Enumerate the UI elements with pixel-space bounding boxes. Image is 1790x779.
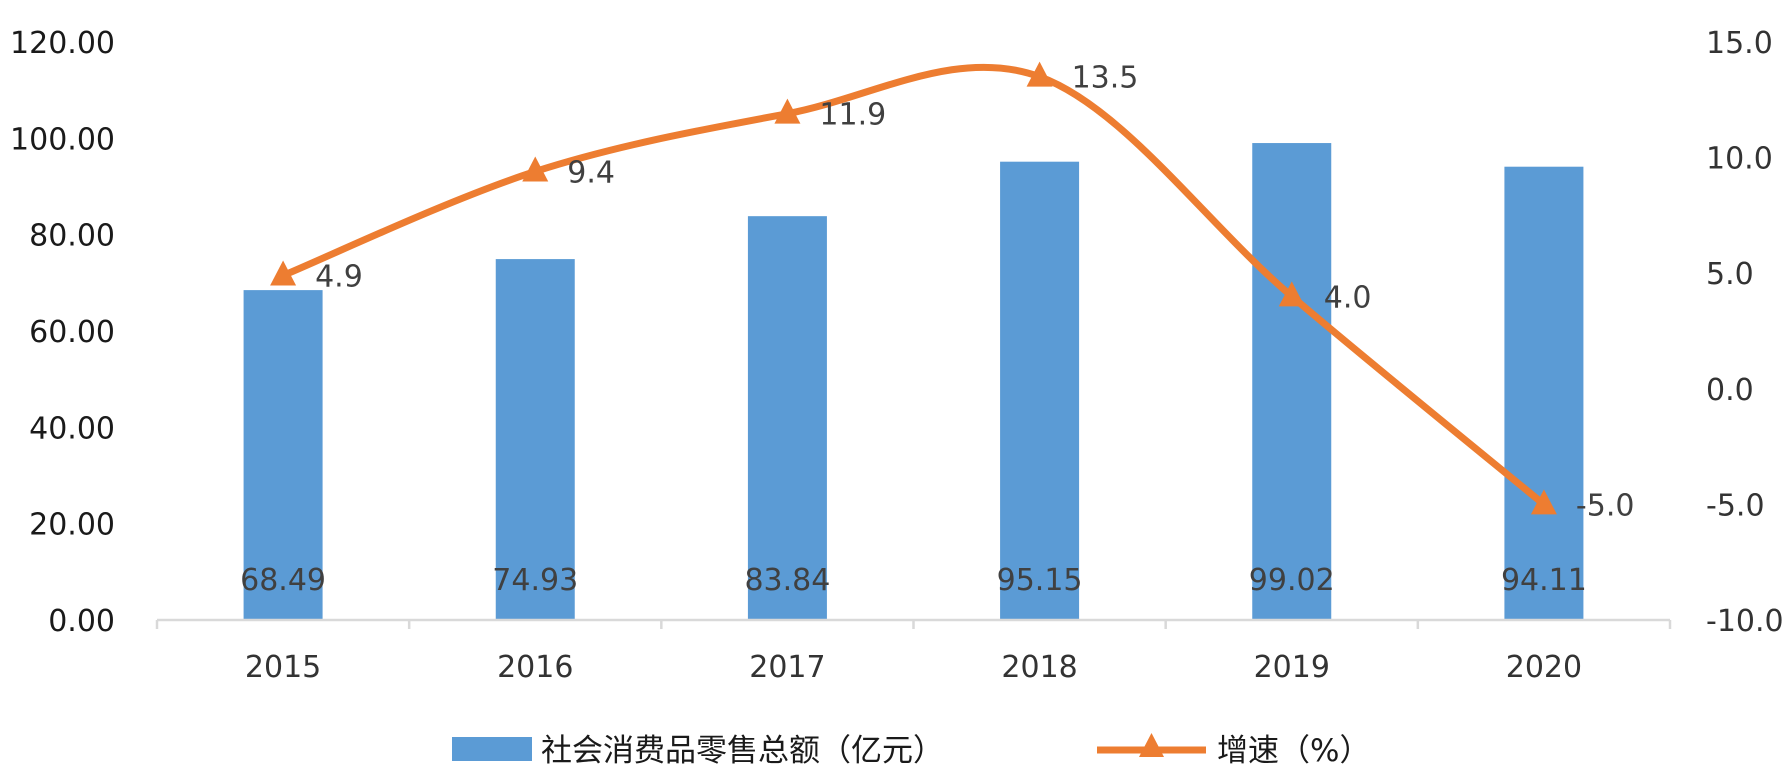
bar-value-label: 94.11 — [1501, 563, 1587, 598]
line-marker — [1530, 489, 1557, 515]
right-tick-label: 5.0 — [1706, 257, 1754, 292]
category-labels: 2015 2016 2017 2018 2019 2020 — [245, 650, 1582, 685]
line-value-label: 4.9 — [315, 260, 363, 295]
category-label: 2019 — [1254, 650, 1330, 685]
line-value-labels: 4.9 9.4 11.9 13.5 4.0 -5.0 — [315, 61, 1634, 524]
left-tick-label: 40.00 — [29, 411, 115, 446]
line-series — [270, 61, 1557, 515]
bar — [1252, 143, 1332, 621]
bar-value-label: 99.02 — [1249, 563, 1335, 598]
bar — [1504, 166, 1584, 621]
line-marker — [1026, 61, 1053, 87]
bar-value-label: 83.84 — [744, 563, 830, 598]
legend-bar-swatch — [452, 737, 532, 761]
line-value-label: 9.4 — [567, 155, 615, 190]
category-label: 2020 — [1506, 650, 1582, 685]
legend-bar-label: 社会消费品零售总额（亿元） — [541, 733, 944, 769]
left-tick-label: 0.00 — [48, 604, 115, 639]
bar-series — [243, 143, 1584, 621]
left-tick-label: 60.00 — [29, 315, 115, 350]
x-axis — [155, 618, 1672, 629]
line-marker — [270, 260, 297, 286]
category-label: 2016 — [497, 650, 573, 685]
legend: 社会消费品零售总额（亿元） 增速（%） — [452, 733, 1370, 769]
legend-item-bar: 社会消费品零售总额（亿元） — [452, 733, 944, 769]
legend-item-line: 增速（%） — [1097, 733, 1370, 769]
right-tick-label: 15.0 — [1706, 26, 1773, 61]
legend-line-label: 增速（%） — [1217, 733, 1370, 769]
left-axis-ticks: 0.00 20.00 40.00 60.00 80.00 100.00 120.00 — [10, 26, 115, 639]
line-value-label: 11.9 — [819, 98, 886, 133]
bar — [1000, 161, 1080, 621]
line-value-label: 13.5 — [1072, 61, 1139, 96]
bar-value-label: 95.15 — [997, 563, 1083, 598]
left-tick-label: 80.00 — [29, 219, 115, 254]
legend-line-marker — [1139, 733, 1164, 757]
left-tick-label: 100.00 — [10, 122, 115, 157]
category-label: 2018 — [1001, 650, 1077, 685]
right-tick-label: -10.0 — [1706, 604, 1784, 639]
line-marker — [774, 98, 801, 124]
right-tick-label: 10.0 — [1706, 142, 1773, 177]
bar — [747, 216, 827, 621]
line-value-label: 4.0 — [1324, 280, 1372, 315]
bar — [495, 259, 575, 620]
right-tick-label: -5.0 — [1706, 488, 1765, 523]
bar-value-labels: 68.49 74.93 83.84 95.15 99.02 94.11 — [240, 563, 1587, 598]
bar-value-label: 74.93 — [492, 563, 578, 598]
category-label: 2017 — [749, 650, 825, 685]
right-tick-label: 0.0 — [1706, 373, 1754, 408]
line-marker — [1278, 281, 1305, 307]
bar-value-label: 68.49 — [240, 563, 326, 598]
line-marker — [522, 156, 549, 182]
right-axis-ticks: -10.0 -5.0 0.0 5.0 10.0 15.0 — [1706, 26, 1784, 639]
bar — [243, 290, 323, 620]
category-label: 2015 — [245, 650, 321, 685]
line-value-label: -5.0 — [1576, 488, 1635, 523]
left-tick-label: 120.00 — [10, 26, 115, 61]
growth-line — [279, 63, 1548, 508]
left-tick-label: 20.00 — [29, 508, 115, 543]
